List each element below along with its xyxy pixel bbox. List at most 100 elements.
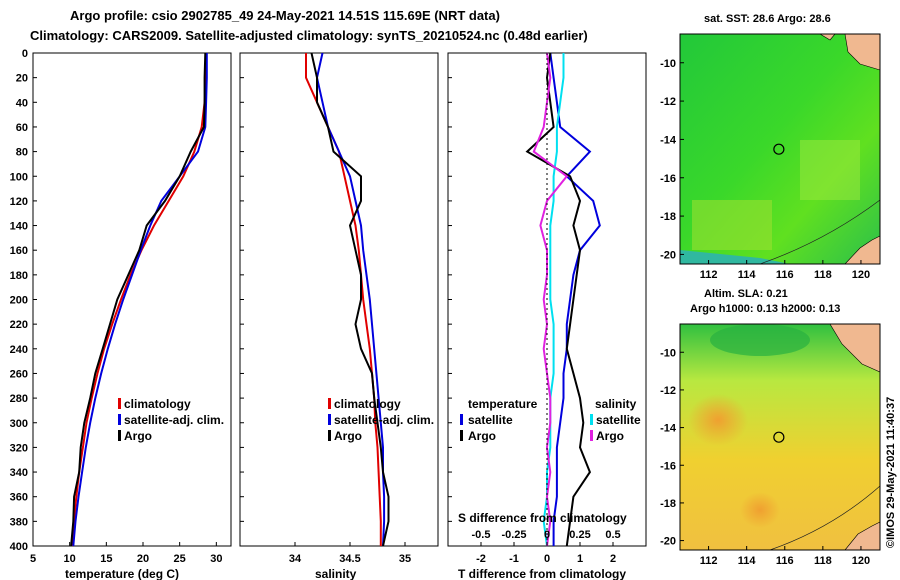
- map-y-tick-label: -12: [660, 96, 676, 108]
- difference-x-ticks: -2 -1 0 1 2: [476, 542, 616, 565]
- x2-tick-label: 0.25: [569, 529, 590, 541]
- sla-map: [679, 323, 881, 551]
- x2-tick-label: 0: [544, 529, 550, 541]
- difference-series: [525, 52, 601, 547]
- depth-tick-label: 380: [10, 516, 28, 528]
- sla-map-ticks: 112 114 116 118 120 -10 -12 -14 -16 -18 -20: [660, 347, 870, 567]
- depth-tick-label: 140: [10, 221, 28, 233]
- legend-sal-satellite: satellite: [596, 413, 641, 427]
- map-x-tick-label: 118: [814, 269, 832, 281]
- series-line-salinity-argo: [532, 52, 569, 547]
- sst-warm-patch: [800, 140, 860, 200]
- difference-xlabel: T difference from climatology: [458, 567, 626, 580]
- argo-location-marker: [773, 431, 785, 443]
- x-tick-label: 5: [30, 553, 36, 565]
- legend-temp-argo: Argo: [468, 429, 496, 443]
- series-line-salinity-satellite: [542, 53, 565, 547]
- depth-tick-label: 80: [16, 147, 28, 159]
- difference-x2label: S difference from climatology: [458, 511, 627, 525]
- temperature-legend: climatology satellite-adj. clim. Argo: [118, 397, 224, 443]
- salinity-panel-frame: [239, 52, 439, 547]
- difference-legend: temperature salinity satellite Argo sate…: [460, 397, 641, 443]
- sla-map-title-2: Argo h1000: 0.13 h2000: 0.13: [690, 303, 840, 315]
- depth-tick-label: 280: [10, 393, 28, 405]
- legend-swatch-climatology: [328, 398, 331, 409]
- legend-swatch-argo: [328, 430, 331, 441]
- legend-climatology: climatology: [334, 397, 401, 411]
- legend-swatch-satellite: [118, 414, 121, 425]
- map-y-tick-label: -18: [660, 211, 676, 223]
- x2-tick-label: -0.25: [501, 529, 526, 541]
- map-x-tick-label: 116: [776, 555, 794, 567]
- sst-map-title: sat. SST: 28.6 Argo: 28.6: [704, 13, 831, 25]
- map-x-tick-label: 114: [738, 269, 757, 281]
- depth-tick-label: 400: [10, 541, 28, 553]
- sst-map-ticks: 112 114 116 118 120 -10 -12 -14 -16 -18 -20: [660, 58, 870, 281]
- difference-x2-ticks: -0.5 -0.25 0 0.25 0.5: [472, 529, 621, 541]
- depth-tick-label: 0: [22, 48, 28, 60]
- x-tick-label: -2: [476, 553, 486, 565]
- x-tick-label: 0: [544, 553, 550, 565]
- salinity-legend: climatology satellite-adj. clim. Argo: [328, 397, 434, 443]
- x-tick-label: 30: [210, 553, 222, 565]
- legend-swatch-satellite: [328, 414, 331, 425]
- map-y-tick-label: -20: [660, 536, 676, 548]
- depth-tick-label: 20: [16, 73, 28, 85]
- series-line-temperature-satellite: [549, 52, 601, 546]
- x-tick-label: 20: [137, 553, 149, 565]
- legend-swatch-sal-argo: [590, 430, 593, 441]
- x2-tick-label: 0.5: [605, 529, 620, 541]
- depth-tick-label: 200: [10, 295, 28, 307]
- legend-swatch-temp-argo: [460, 430, 463, 441]
- depth-tick-label: 260: [10, 368, 28, 380]
- map-y-tick-label: -16: [660, 460, 676, 472]
- map-y-tick-label: -16: [660, 173, 676, 185]
- sst-contour: [759, 199, 881, 265]
- map-y-tick-label: -20: [660, 249, 676, 261]
- x-tick-label: 10: [64, 553, 76, 565]
- x-tick-label: 25: [174, 553, 186, 565]
- series-line-argo: [70, 52, 207, 547]
- legend-argo: Argo: [334, 429, 362, 443]
- map-y-tick-label: -14: [660, 134, 677, 146]
- map-y-tick-label: -18: [660, 498, 676, 510]
- legend-satellite: satellite-adj. clim.: [334, 413, 434, 427]
- map-x-tick-label: 112: [700, 269, 718, 281]
- map-x-tick-label: 120: [852, 269, 870, 281]
- legend-swatch-argo: [118, 430, 121, 441]
- argo-location-marker: [773, 143, 785, 155]
- depth-tick-label: 220: [10, 319, 28, 331]
- sst-map: [679, 33, 881, 265]
- map-x-tick-label: 118: [814, 555, 832, 567]
- depth-axis: 0 20 40 60 80 100 120 140 160 180 200 220 240 260 280 3…: [10, 48, 452, 553]
- depth-tick-label: 60: [16, 122, 28, 134]
- map-x-tick-label: 120: [852, 555, 870, 567]
- temperature-xlabel: temperature (deg C): [65, 567, 179, 580]
- depth-tick-label: 340: [10, 467, 28, 479]
- salinity-x-ticks: 34 34.5 35: [289, 542, 411, 565]
- x-tick-label: -1: [509, 553, 519, 565]
- depth-tick-label: 40: [16, 97, 28, 109]
- series-line-satellite-adj-clim-: [72, 53, 208, 547]
- map-x-tick-label: 114: [738, 555, 757, 567]
- map-x-tick-label: 116: [776, 269, 794, 281]
- x-tick-label: 15: [100, 553, 112, 565]
- x-tick-label: 35: [399, 553, 411, 565]
- temperature-series: [70, 52, 208, 547]
- x-tick-label: 1: [577, 553, 583, 565]
- legend-temp-satellite: satellite: [468, 413, 513, 427]
- sla-high-patch: [688, 394, 748, 446]
- x2-tick-label: -0.5: [472, 529, 491, 541]
- depth-tick-label: 160: [10, 245, 28, 257]
- depth-tick-label: 360: [10, 492, 28, 504]
- map-y-tick-label: -10: [660, 347, 676, 359]
- legend-salinity-title: salinity: [595, 397, 637, 411]
- depth-tick-label: 120: [10, 196, 28, 208]
- sla-map-title-1: Altim. SLA: 0.21: [704, 288, 788, 300]
- legend-sal-argo: Argo: [596, 429, 624, 443]
- header-line1: Argo profile: csio 2902785_49 24-May-202…: [70, 8, 500, 23]
- header-line2: Climatology: CARS2009. Satellite-adjuste…: [30, 28, 588, 43]
- series-line-temperature-argo: [525, 52, 592, 547]
- sla-low-patch: [710, 324, 810, 356]
